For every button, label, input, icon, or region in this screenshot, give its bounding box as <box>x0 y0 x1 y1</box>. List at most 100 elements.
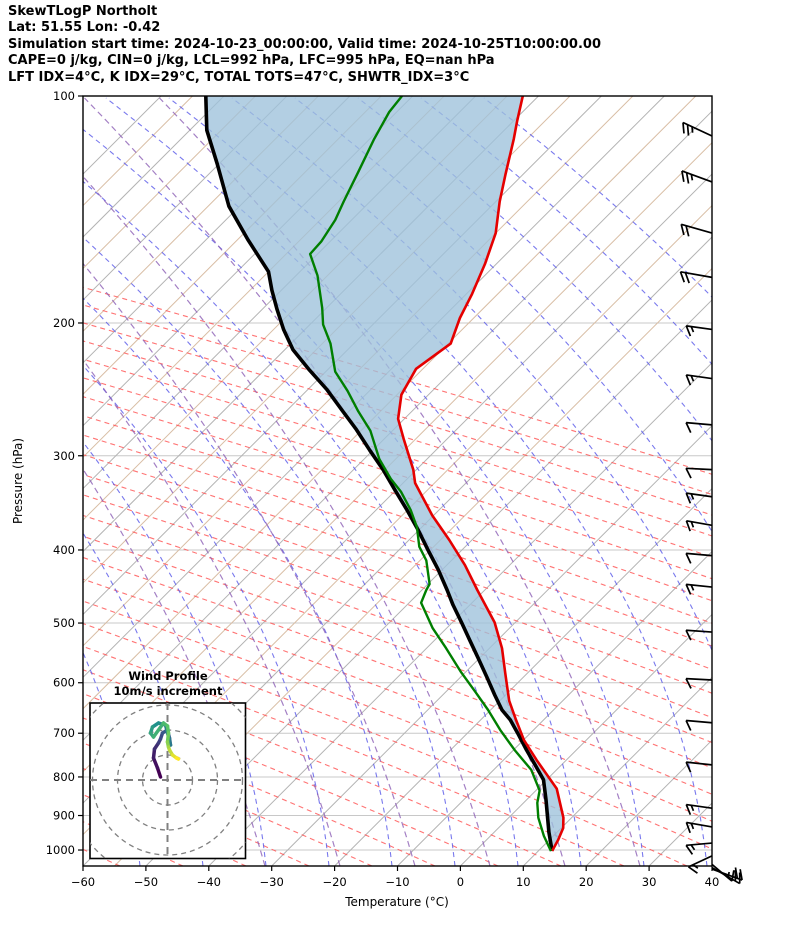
inset-speed-ring <box>141 754 194 806</box>
isotherm-line <box>648 802 712 866</box>
mixing-ratio-line <box>83 262 416 866</box>
isotherm-line <box>83 96 225 238</box>
dry-adiabat-line <box>83 645 625 866</box>
isotherm-line <box>585 739 712 866</box>
wind-barb <box>685 629 713 641</box>
wind-barb <box>685 374 713 386</box>
dry-adiabat-line <box>83 322 712 516</box>
isotherm-warm-line <box>83 96 256 270</box>
wind-barb <box>681 170 713 184</box>
x-tick-label: −10 <box>385 875 409 889</box>
moist-adiabat-line <box>83 180 519 866</box>
dry-adiabat-line <box>83 415 712 624</box>
mixing-ratio-line <box>83 175 491 866</box>
isotherm-line <box>460 613 712 866</box>
x-tick-label: 40 <box>705 875 720 889</box>
cin-shaded-area <box>205 96 564 851</box>
isotherm-line <box>711 865 712 866</box>
moist-adiabat-line <box>105 97 645 866</box>
wind-barb <box>685 677 713 689</box>
x-tick-label: −40 <box>197 875 221 889</box>
x-tick-label: 20 <box>579 875 594 889</box>
chart-indices-line1: CAPE=0 j/kg, CIN=0 j/kg, LCL=992 hPa, LF… <box>8 53 495 68</box>
wind-barb <box>685 519 713 532</box>
moist-adiabat-line <box>294 97 712 533</box>
moist-adiabat-line <box>83 236 456 866</box>
dry-adiabat-line <box>83 340 712 537</box>
wind-barb <box>685 421 713 433</box>
hodograph-trace-segment <box>151 756 160 770</box>
dry-adiabat-line <box>83 669 562 866</box>
axes: −60 −50 −40 −30 −20 −10 0 10 20 30 40 100 200 300 400 5… <box>46 89 720 889</box>
y-tick-label: 700 <box>53 726 75 740</box>
wind-barb <box>679 270 713 284</box>
y-tick-label: 500 <box>53 616 75 630</box>
wind-barb <box>685 552 713 564</box>
moist-adiabat-line <box>83 297 393 866</box>
y-tick-label: 900 <box>53 809 75 823</box>
background-grid <box>83 96 712 866</box>
wind-barb <box>682 121 713 137</box>
isotherm-line <box>83 110 712 741</box>
chart-title: SkewTLogP Northolt <box>8 4 157 19</box>
isotherm-line <box>522 676 712 866</box>
isotherm-line <box>83 96 351 364</box>
isotherm-warm-line <box>83 96 634 647</box>
moist-adiabat-line <box>168 97 708 866</box>
x-tick-label: −60 <box>71 875 95 889</box>
moist-adiabat-line <box>231 97 712 652</box>
dry-adiabat-line <box>83 535 712 769</box>
isotherm-line <box>271 424 712 866</box>
dry-adiabat-line <box>83 434 712 647</box>
y-tick-label: 600 <box>53 676 75 690</box>
isotherm-line <box>145 299 712 866</box>
isotherm-line <box>397 550 712 866</box>
dry-adiabat-line <box>83 600 712 850</box>
moist-adiabat-line <box>83 364 330 866</box>
x-tick-label: 30 <box>642 875 657 889</box>
wind-barb <box>680 223 713 237</box>
dry-adiabat-line <box>83 454 712 670</box>
hodograph-trace-segment <box>151 721 166 739</box>
inset-subtitle: 10m/s increment <box>114 684 223 698</box>
dry-adiabat-line <box>83 622 688 866</box>
inset-speed-ring <box>91 704 244 856</box>
shaded-region <box>205 96 564 851</box>
wind-barbs-column <box>679 121 743 885</box>
dry-adiabat-line <box>83 578 712 822</box>
chart-coords: Lat: 51.55 Lon: -0.42 <box>8 20 160 35</box>
x-axis-label: Temperature (°C) <box>344 895 449 909</box>
y-tick-label: 1000 <box>46 843 75 857</box>
wind-barb <box>685 492 713 504</box>
dry-adiabat-line <box>83 304 712 496</box>
moist-adiabat-line <box>83 128 582 866</box>
wind-barb <box>687 855 713 874</box>
y-tick-label: 200 <box>53 316 75 330</box>
wind-profile-inset <box>89 702 247 860</box>
y-tick-label: 800 <box>53 770 75 784</box>
wind-barb <box>685 842 713 855</box>
y-tick-label: 300 <box>53 449 75 463</box>
x-tick-label: −30 <box>260 875 284 889</box>
y-tick-label: 400 <box>53 543 75 557</box>
isotherm-line <box>208 362 712 866</box>
chart-times: Simulation start time: 2024-10-23_00:00:… <box>8 37 601 52</box>
dry-adiabat-line <box>83 556 712 795</box>
dewpoint-profile-line <box>308 96 552 852</box>
hodograph-trace-segment <box>174 756 181 761</box>
x-tick-label: −50 <box>134 875 158 889</box>
wind-barb <box>685 803 713 816</box>
isotherm-line <box>83 96 665 679</box>
inset-title: Wind Profile <box>128 669 208 683</box>
x-tick-label: −20 <box>322 875 346 889</box>
isotherm-line <box>83 96 288 301</box>
isotherm-line <box>334 487 712 866</box>
wind-barb <box>685 761 713 773</box>
y-tick-label: 100 <box>53 89 75 103</box>
wind-barb <box>685 821 713 834</box>
isotherm-warm-line <box>83 96 319 333</box>
mixing-ratio-line <box>83 358 341 866</box>
dry-adiabat-line <box>83 514 712 744</box>
